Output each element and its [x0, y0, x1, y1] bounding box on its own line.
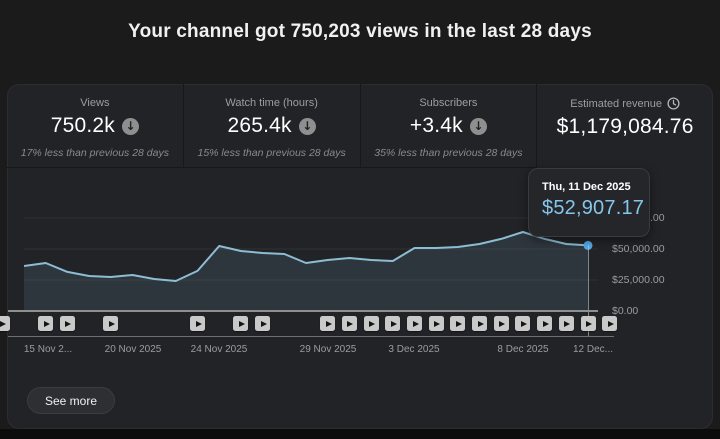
play-icon — [43, 320, 50, 327]
metric-card-estimated-revenue[interactable]: Estimated revenue $1,179,084.76 — [537, 84, 713, 168]
video-play-marker[interactable] — [320, 316, 336, 331]
page-header: Your channel got 750,203 views in the la… — [0, 0, 720, 84]
video-play-marker[interactable] — [515, 316, 531, 331]
metric-label: Estimated revenue — [570, 97, 662, 110]
arrow-down-circle-icon: ↓ — [122, 117, 139, 135]
tooltip-value: $52,907.17 — [542, 197, 645, 219]
metric-value: +3.4k — [409, 114, 463, 137]
video-play-marker[interactable] — [0, 316, 10, 331]
play-icon — [238, 320, 245, 327]
chart-marker-row-divider — [8, 336, 614, 337]
play-icon — [390, 320, 397, 327]
play-icon — [412, 320, 419, 327]
tooltip-date: Thu, 11 Dec 2025 — [542, 181, 631, 193]
play-icon — [325, 320, 332, 327]
metric-label: Views — [80, 97, 110, 109]
metric-card-watch-time[interactable]: Watch time (hours) 265.4k ↓ 15% less tha… — [184, 84, 360, 168]
arrow-down-circle-icon: ↓ — [298, 117, 316, 135]
metric-comparison: 17% less than previous 28 days — [20, 147, 169, 159]
metric-comparison: 15% less than previous 28 days — [197, 147, 346, 159]
chart-baseline-axis — [8, 310, 598, 312]
play-icon — [607, 320, 614, 327]
page-title: Your channel got 750,203 views in the la… — [128, 21, 592, 42]
video-play-marker[interactable] — [341, 316, 357, 331]
play-icon — [564, 320, 571, 327]
see-more-button[interactable]: See more — [27, 387, 116, 414]
arrow-down-circle-icon: ↓ — [469, 117, 487, 135]
play-icon — [520, 320, 527, 327]
play-icon — [260, 320, 267, 327]
metric-value: 750.2k — [50, 114, 115, 137]
play-icon — [499, 320, 506, 327]
play-icon — [108, 320, 115, 327]
play-icon — [434, 320, 441, 327]
play-icon — [347, 320, 354, 327]
video-play-marker[interactable] — [255, 316, 271, 331]
metric-label: Subscribers — [419, 97, 478, 109]
metric-comparison: 35% less than previous 28 days — [374, 147, 523, 159]
video-play-marker[interactable] — [602, 316, 618, 331]
metric-value: $1,179,084.76 — [556, 115, 694, 138]
metrics-bottom-divider — [7, 167, 536, 168]
metrics-divider — [359, 84, 361, 168]
video-play-marker[interactable] — [190, 316, 205, 331]
play-icon — [65, 320, 72, 327]
clock-icon — [667, 97, 680, 110]
chart-tooltip: Thu, 11 Dec 2025 $52,907.17 — [528, 168, 650, 237]
video-play-marker[interactable] — [103, 316, 119, 331]
video-play-marker[interactable] — [450, 316, 466, 331]
metric-card-subscribers[interactable]: Subscribers +3.4k ↓ 35% less than previo… — [361, 84, 537, 168]
metrics-divider — [182, 84, 184, 168]
metric-label: Watch time (hours) — [225, 97, 318, 109]
video-play-marker[interactable] — [537, 316, 553, 331]
video-play-marker[interactable] — [558, 316, 574, 331]
video-play-marker[interactable] — [363, 316, 379, 331]
video-play-marker[interactable] — [38, 316, 54, 331]
video-play-marker[interactable] — [472, 316, 487, 331]
video-play-marker[interactable] — [580, 316, 596, 331]
play-icon — [586, 320, 592, 327]
video-play-marker[interactable] — [385, 316, 401, 331]
video-play-marker[interactable] — [493, 316, 509, 331]
video-play-marker[interactable] — [428, 316, 444, 331]
page-bottom-strip — [0, 429, 720, 439]
play-icon — [369, 320, 376, 327]
metric-value: 265.4k — [227, 114, 292, 137]
metrics-row: Views 750.2k ↓ 17% less than previous 28… — [7, 84, 713, 168]
play-icon — [195, 320, 202, 327]
metric-card-views[interactable]: Views 750.2k ↓ 17% less than previous 28… — [7, 84, 183, 168]
play-icon — [0, 320, 7, 327]
video-play-marker[interactable] — [59, 316, 75, 331]
metrics-divider — [536, 84, 538, 168]
play-icon — [477, 320, 484, 327]
play-icon — [542, 320, 549, 327]
video-play-marker[interactable] — [407, 316, 422, 331]
play-icon — [455, 320, 462, 327]
video-play-marker[interactable] — [233, 316, 249, 331]
